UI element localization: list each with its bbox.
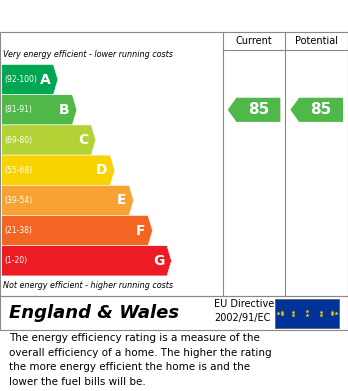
Text: 85: 85 [310,102,332,117]
Polygon shape [2,155,115,185]
Text: (69-80): (69-80) [5,136,33,145]
Polygon shape [228,98,280,122]
Text: Very energy efficient - lower running costs: Very energy efficient - lower running co… [3,50,173,59]
Text: E: E [117,194,126,208]
Text: Current: Current [236,36,272,46]
Bar [275,299,339,328]
Text: (55-68): (55-68) [5,166,33,175]
Polygon shape [2,125,96,155]
Text: B: B [59,103,70,117]
Text: 85: 85 [248,102,269,117]
Polygon shape [2,185,134,215]
Text: G: G [153,254,164,268]
Text: Not energy efficient - higher running costs: Not energy efficient - higher running co… [3,282,173,291]
Polygon shape [2,215,152,246]
Polygon shape [2,65,58,95]
Text: (21-38): (21-38) [5,226,32,235]
Text: (39-54): (39-54) [5,196,33,205]
Polygon shape [2,95,77,125]
Text: D: D [96,163,108,177]
Text: Energy Efficiency Rating: Energy Efficiency Rating [9,9,219,23]
Text: A: A [40,73,50,87]
Polygon shape [290,98,343,122]
Polygon shape [2,246,172,276]
Text: EU Directive
2002/91/EC: EU Directive 2002/91/EC [214,300,274,323]
Text: England & Wales: England & Wales [9,304,179,322]
Text: F: F [136,224,145,238]
Text: (1-20): (1-20) [5,256,27,265]
Text: The energy efficiency rating is a measure of the
overall efficiency of a home. T: The energy efficiency rating is a measur… [9,334,271,387]
Text: (92-100): (92-100) [5,75,37,84]
Text: Potential: Potential [295,36,338,46]
Text: (81-91): (81-91) [5,105,32,114]
Text: C: C [78,133,88,147]
